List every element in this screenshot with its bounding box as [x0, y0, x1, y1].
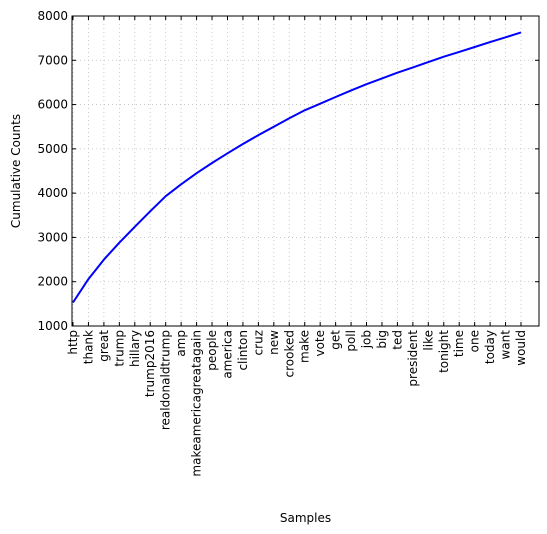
- x-tick-label: poll: [344, 330, 358, 352]
- x-tick-label: people: [205, 330, 219, 371]
- x-tick-label: would: [514, 330, 528, 366]
- x-tick-label: amp: [174, 330, 188, 357]
- y-tick-label: 5000: [37, 142, 68, 156]
- x-tick-label: get: [329, 330, 343, 350]
- line-layer: [72, 31, 522, 304]
- label-layer: 1000 2000 3000 4000 5000 6000 7000 8000 http than…: [37, 9, 528, 477]
- y-tick-label: 1000: [37, 319, 68, 333]
- x-tick-label: time: [452, 330, 466, 357]
- x-tick-label: tonight: [437, 330, 451, 373]
- x-tick-label: new: [267, 330, 281, 355]
- x-tick-label: president: [406, 330, 420, 387]
- x-tick-label: make: [298, 330, 312, 363]
- y-tick-label: 2000: [37, 275, 68, 289]
- cumulative-counts-line: [72, 31, 522, 304]
- y-tick-label: 4000: [37, 186, 68, 200]
- tick-layer: [72, 15, 539, 327]
- y-tick-label: 6000: [37, 98, 68, 112]
- x-tick-label: cruz: [251, 330, 265, 355]
- x-tick-label: today: [483, 330, 497, 364]
- y-tick-label: 8000: [37, 9, 68, 23]
- y-tick-label: 7000: [37, 53, 68, 67]
- x-tick-label: trump2016: [143, 330, 157, 397]
- x-tick-label: vote: [313, 330, 327, 357]
- x-tick-label: america: [220, 330, 234, 379]
- x-tick-label: great: [97, 330, 111, 362]
- x-axis-title: Samples: [280, 511, 331, 525]
- x-tick-label: one: [468, 330, 482, 352]
- x-tick-label: http: [66, 330, 80, 355]
- x-tick-label: crooked: [282, 330, 296, 377]
- x-tick-label: ted: [390, 330, 404, 350]
- y-axis-title: Cumulative Counts: [9, 114, 23, 228]
- x-tick-label: big: [375, 330, 389, 349]
- x-tick-label: realdonaldtrump: [159, 330, 173, 430]
- plot-frame: [71, 15, 540, 327]
- x-tick-label: thank: [81, 330, 95, 364]
- y-tick-label: 3000: [37, 230, 68, 244]
- x-tick-label: like: [421, 330, 435, 351]
- x-tick-label: want: [499, 330, 513, 360]
- x-tick-label: clinton: [236, 330, 250, 371]
- x-tick-label: hillary: [128, 330, 142, 367]
- x-tick-label: trump: [112, 330, 126, 367]
- x-tick-label: job: [360, 330, 374, 349]
- x-tick-label: makeamericagreatagain: [190, 330, 204, 477]
